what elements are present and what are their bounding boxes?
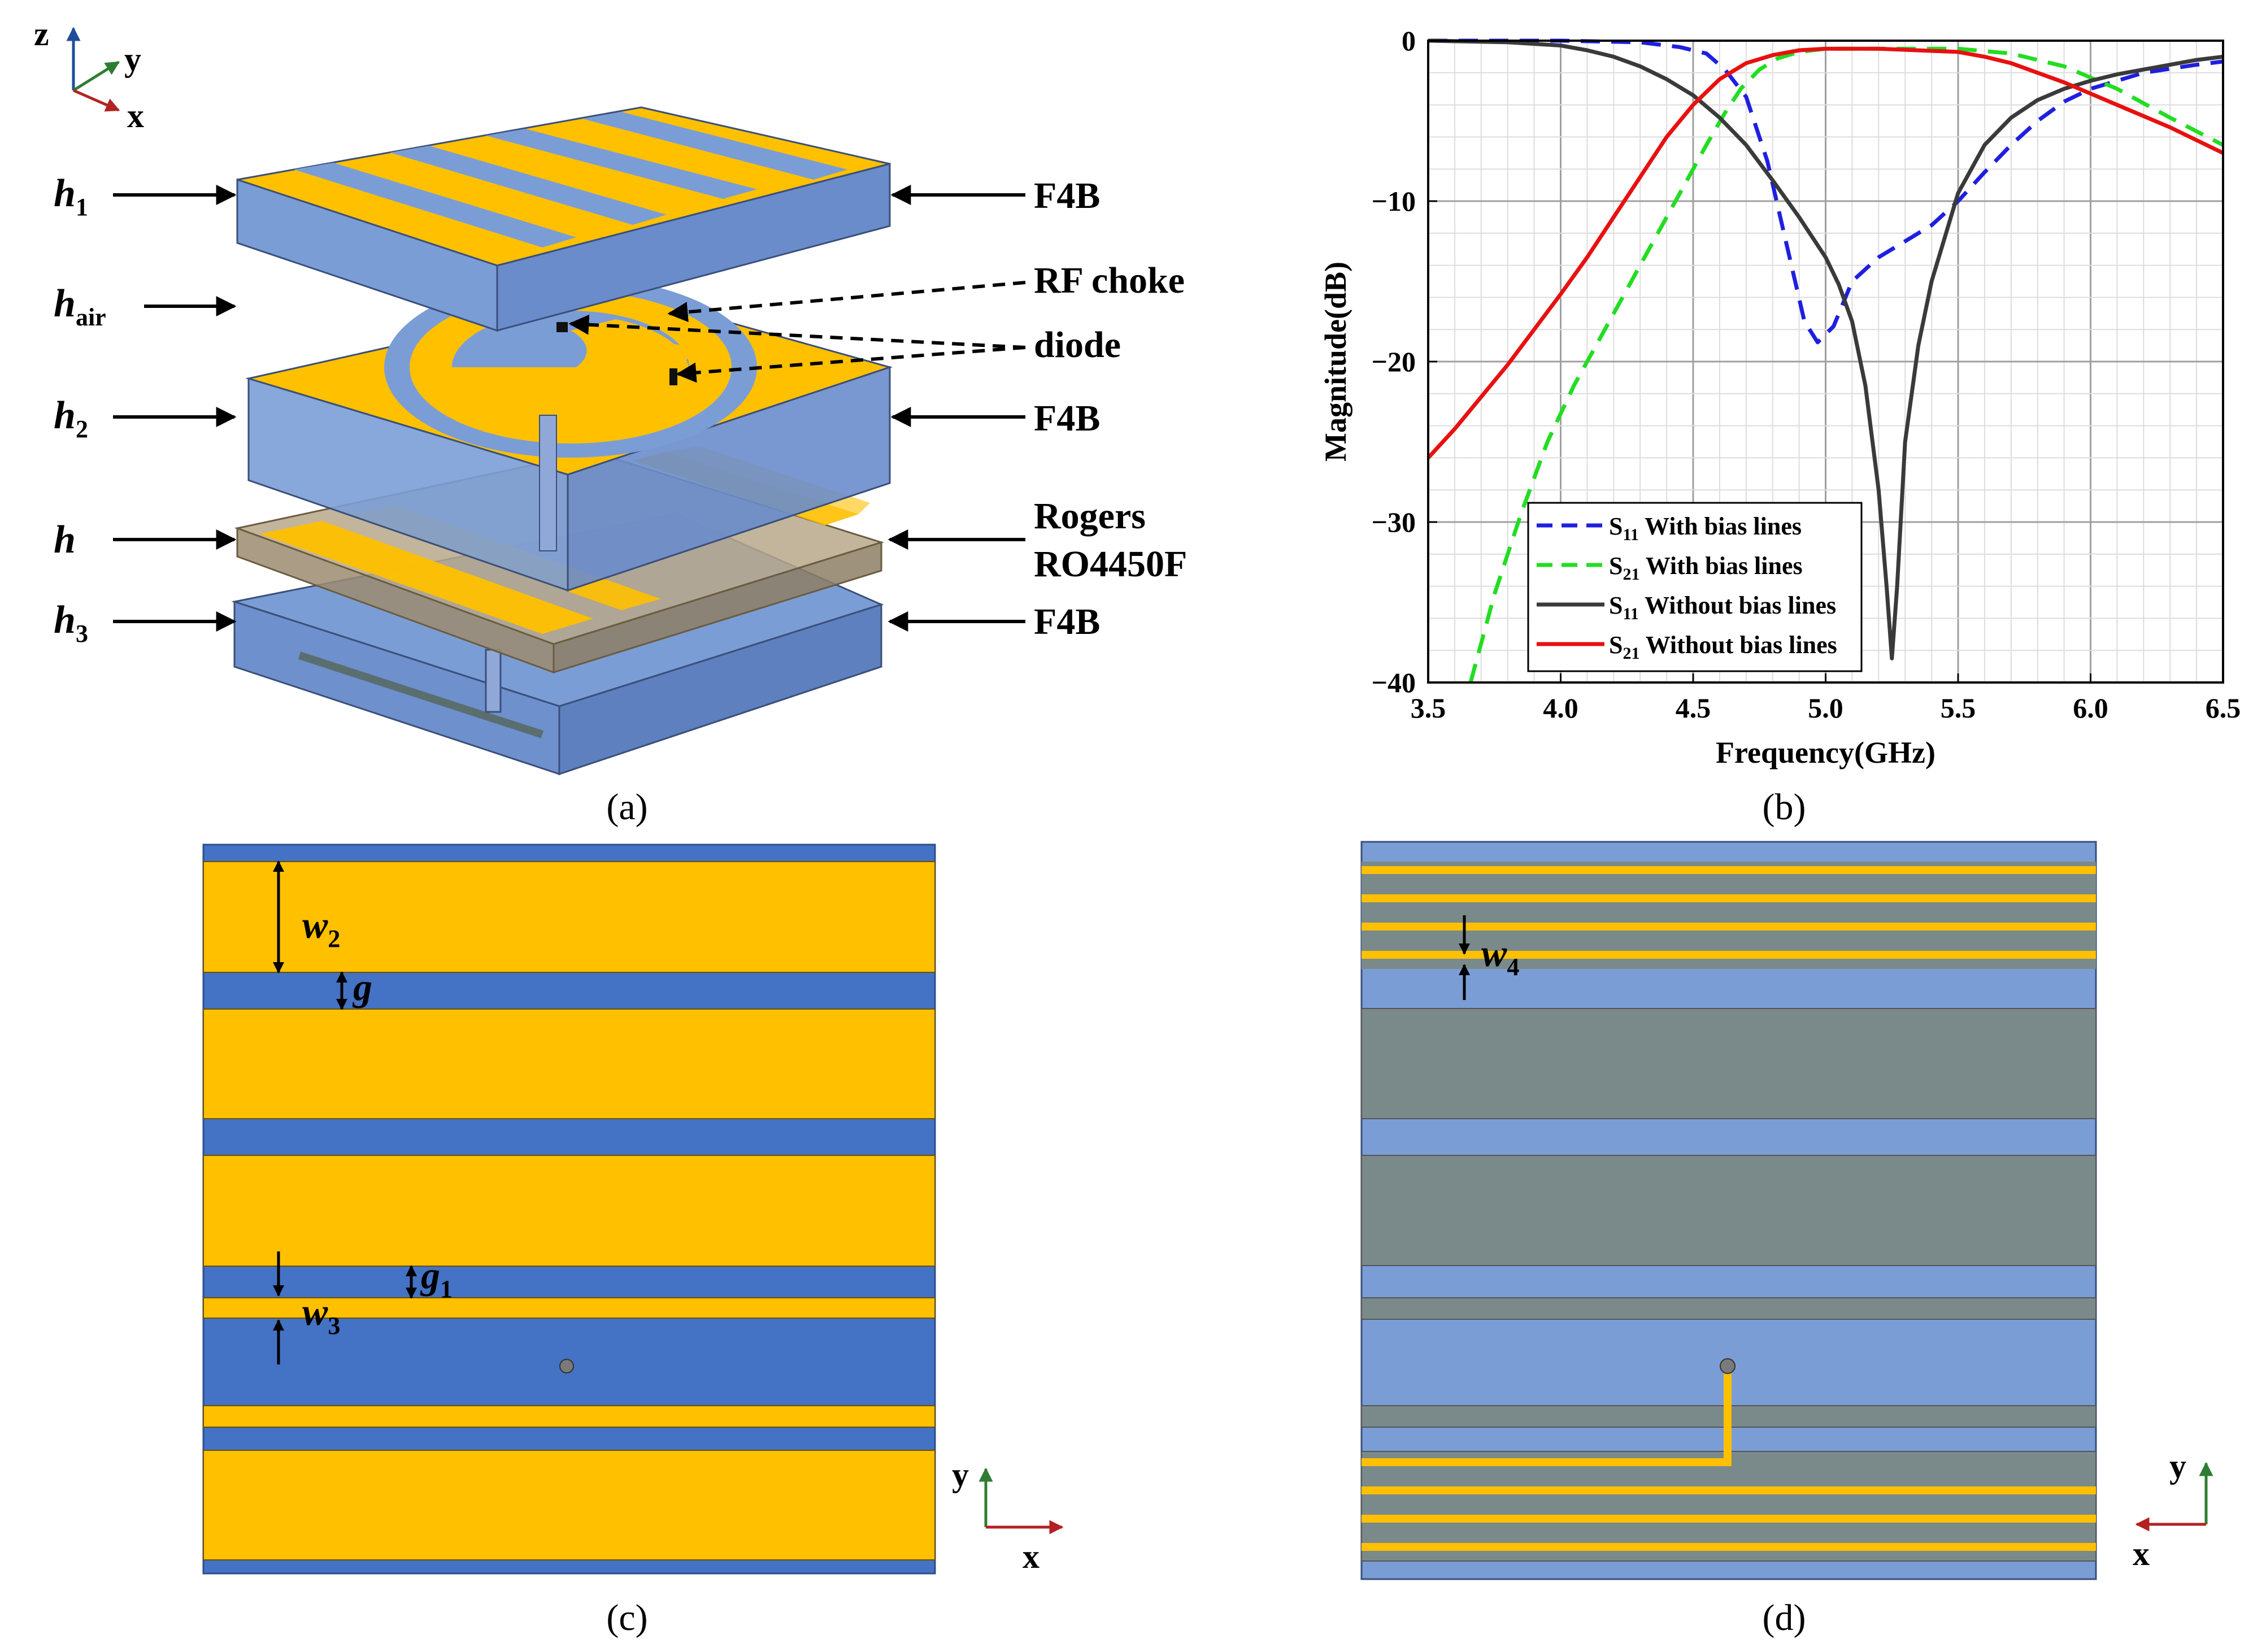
axis-d-y-label: y xyxy=(2169,1447,2186,1485)
legend-entry-s21-nobias: S21 Without bias lines xyxy=(1609,631,1837,663)
ground-d-6 xyxy=(1361,1451,2097,1562)
bias-line-d-5 xyxy=(1362,1458,1732,1466)
bias-line-d-3 xyxy=(1362,923,2096,931)
y-tick-label: −20 xyxy=(1372,346,1416,377)
chart-ticks: 3.5 4.0 4.5 5.0 5.5 6.0 6.5 0 −10 −20 −30 −40 xyxy=(1372,25,2241,724)
x-tick-label: 5.0 xyxy=(1808,692,1843,724)
caption-b: (b) xyxy=(1763,786,1806,828)
label-h2: h2 xyxy=(54,394,88,443)
label-f4b-mid: F4B xyxy=(1034,398,1100,439)
axis-y-label: y xyxy=(124,41,141,78)
strip-c-3 xyxy=(203,1155,936,1267)
bias-line-d-1 xyxy=(1362,866,2096,874)
label-hair: hair xyxy=(54,282,106,331)
strip-c-2 xyxy=(203,1008,936,1119)
series-line-3 xyxy=(1426,46,2224,459)
axis-triad-c: y x xyxy=(952,1456,1064,1575)
chart-x-axis-label: Frequency(GHz) xyxy=(1716,736,1936,770)
axis-x-label: x xyxy=(127,97,144,134)
y-tick-label: 0 xyxy=(1402,25,1416,56)
label-f4b-top: F4B xyxy=(1034,175,1100,216)
x-tick-label: 4.0 xyxy=(1543,692,1578,724)
x-tick-label: 6.5 xyxy=(2206,692,2241,724)
x-tick-label: 5.5 xyxy=(1941,692,1976,724)
chart-series xyxy=(1426,38,2224,683)
strip-c-6 xyxy=(203,1450,936,1560)
series-line-2 xyxy=(1428,38,2224,660)
label-h3: h3 xyxy=(54,598,88,647)
x-tick-label: 6.0 xyxy=(2073,692,2108,724)
ground-d-4 xyxy=(1361,1297,2097,1320)
strip-c-4 xyxy=(203,1297,936,1319)
axis-triad-a: z y x xyxy=(34,15,144,134)
via-d xyxy=(1720,1358,1736,1374)
legend-entry-s21-bias: S21 With bias lines xyxy=(1609,552,1803,584)
layer-f4b-top xyxy=(236,106,891,332)
right-labels-a: F4B RF choke diode F4B Rogers RO4450F F4… xyxy=(568,175,1187,642)
axis-c-x-label: x xyxy=(1023,1538,1039,1575)
dim-w4: w4 xyxy=(1481,932,1519,981)
label-f4b-bot: F4B xyxy=(1034,601,1100,642)
dim-w2: w2 xyxy=(302,903,340,953)
bias-line-d-4 xyxy=(1362,951,2096,959)
x-tick-label: 4.5 xyxy=(1676,692,1711,724)
strip-c-1 xyxy=(203,861,936,973)
series-line-1 xyxy=(1468,46,2224,683)
strip-c-5 xyxy=(203,1405,936,1428)
panel-c: w2 g g1 w3 y x (c) xyxy=(202,844,1064,1638)
label-rogers-1: Rogers xyxy=(1034,495,1146,537)
bias-line-d-2 xyxy=(1362,894,2096,902)
caption-d: (d) xyxy=(1763,1597,1806,1638)
series-line-0 xyxy=(1428,38,2224,345)
axis-d-x-label: x xyxy=(2133,1535,2150,1572)
legend-entry-s11-nobias: S11 Without bias lines xyxy=(1609,592,1836,623)
chart-legend: S11 With bias lines S21 With bias lines … xyxy=(1527,502,1863,672)
bias-line-d-6 xyxy=(1362,1486,2096,1494)
dim-g: g xyxy=(352,966,372,1008)
axis-c-y-label: y xyxy=(952,1456,969,1493)
label-rf-choke: RF choke xyxy=(1034,260,1185,301)
y-tick-label: −30 xyxy=(1372,506,1416,538)
label-h: h xyxy=(54,518,76,562)
x-tick-label: 3.5 xyxy=(1411,692,1446,724)
ground-d-3 xyxy=(1361,1155,2097,1266)
label-h1: h1 xyxy=(54,172,88,221)
chart-y-axis-label: Magnitude(dB) xyxy=(1319,262,1352,462)
bias-line-d-8 xyxy=(1362,1543,2096,1551)
label-diode: diode xyxy=(1034,324,1121,366)
y-tick-label: −40 xyxy=(1372,667,1416,698)
bias-line-d-vertical xyxy=(1724,1364,1732,1466)
legend-entry-s11-bias: S11 With bias lines xyxy=(1609,512,1802,544)
panel-b: 3.5 4.0 4.5 5.0 5.5 6.0 6.5 0 −10 −20 −30 −40 Frequ… xyxy=(1319,25,2241,828)
left-labels-a: h1 hair h2 h h3 xyxy=(54,172,237,647)
panel-a: z y x xyxy=(34,15,1187,828)
y-tick-label: −10 xyxy=(1372,185,1416,217)
dim-g1: g1 xyxy=(420,1254,453,1303)
ground-d-2 xyxy=(1361,1008,2097,1119)
axis-triad-d: y x xyxy=(2133,1447,2213,1572)
panel-d: w4 y x (d) xyxy=(1360,841,2213,1638)
via-c xyxy=(559,1359,574,1373)
bias-line-d-7 xyxy=(1362,1515,2096,1523)
caption-a: (a) xyxy=(606,786,647,828)
dim-w3: w3 xyxy=(302,1290,340,1340)
caption-c: (c) xyxy=(606,1597,647,1638)
label-rogers-2: RO4450F xyxy=(1034,544,1187,585)
axis-z-label: z xyxy=(34,15,49,53)
